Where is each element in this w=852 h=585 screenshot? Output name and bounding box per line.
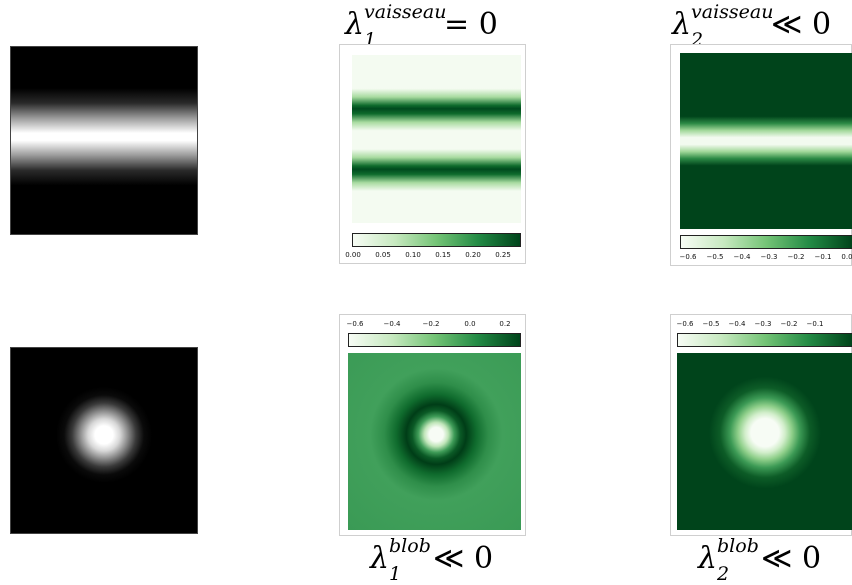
colorbar-tick: 0.05 — [375, 251, 391, 259]
label-lambda1-vaisseau: λ vaisseau 1 = 0 — [345, 1, 498, 51]
blob-input-image — [10, 347, 198, 534]
colorbar-tick: −0.4 — [383, 320, 401, 328]
lambda1-vessel-heatmap — [352, 55, 521, 223]
colorbar-tick: 0.25 — [495, 251, 511, 259]
colorbar-tick: −0.5 — [706, 253, 724, 261]
colorbar-tick: −0.2 — [780, 320, 798, 328]
colorbar-tick: −0.4 — [728, 320, 746, 328]
colorbar-tick: 0.15 — [435, 251, 451, 259]
lambda1-blob-heatmap — [348, 353, 521, 530]
lambda2-blob-colorbar — [677, 333, 852, 347]
lambda2-vessel-colorbar — [680, 235, 852, 249]
colorbar-tick: 0.00 — [345, 251, 361, 259]
colorbar-tick: −0.6 — [679, 253, 697, 261]
label-lambda2-vaisseau: λ vaisseau 2 ≪ 0 — [672, 1, 832, 51]
lambda1-blob-colorbar — [348, 333, 521, 347]
colorbar-tick: −0.1 — [814, 253, 832, 261]
colorbar-tick: −0.6 — [676, 320, 694, 328]
colorbar-tick: 0.0 — [464, 320, 476, 328]
label-lambda1-blob: λ blob 1 ≪ 0 — [370, 535, 494, 585]
lambda2-blob-panel: −0.6 −0.5 −0.4 −0.3 −0.2 −0.1 — [670, 314, 852, 536]
lambda1-blob-panel: −0.6 −0.4 −0.2 0.0 0.2 — [339, 314, 526, 536]
lambda2-vessel-heatmap — [680, 53, 852, 229]
colorbar-tick: −0.4 — [733, 253, 751, 261]
colorbar-tick: 0.2 — [499, 320, 511, 328]
colorbar-tick: −0.2 — [422, 320, 440, 328]
colorbar-tick: −0.1 — [806, 320, 824, 328]
colorbar-tick: −0.3 — [754, 320, 772, 328]
colorbar-tick: 0.20 — [465, 251, 481, 259]
colorbar-tick: −0.5 — [702, 320, 720, 328]
lambda2-blob-heatmap — [677, 353, 852, 530]
label-lambda2-blob: λ blob 2 ≪ 0 — [698, 535, 822, 585]
lambda1-vessel-panel: 0.00 0.05 0.10 0.15 0.20 0.25 — [339, 44, 526, 264]
colorbar-tick: 0.0 — [841, 253, 852, 261]
vessel-input-image — [10, 46, 198, 235]
colorbar-tick: −0.2 — [787, 253, 805, 261]
colorbar-tick: 0.10 — [405, 251, 421, 259]
lambda2-vessel-panel: −0.6 −0.5 −0.4 −0.3 −0.2 −0.1 0.0 — [670, 44, 852, 266]
colorbar-tick: −0.3 — [760, 253, 778, 261]
colorbar-tick: −0.6 — [346, 320, 364, 328]
lambda1-vessel-colorbar — [352, 233, 521, 247]
